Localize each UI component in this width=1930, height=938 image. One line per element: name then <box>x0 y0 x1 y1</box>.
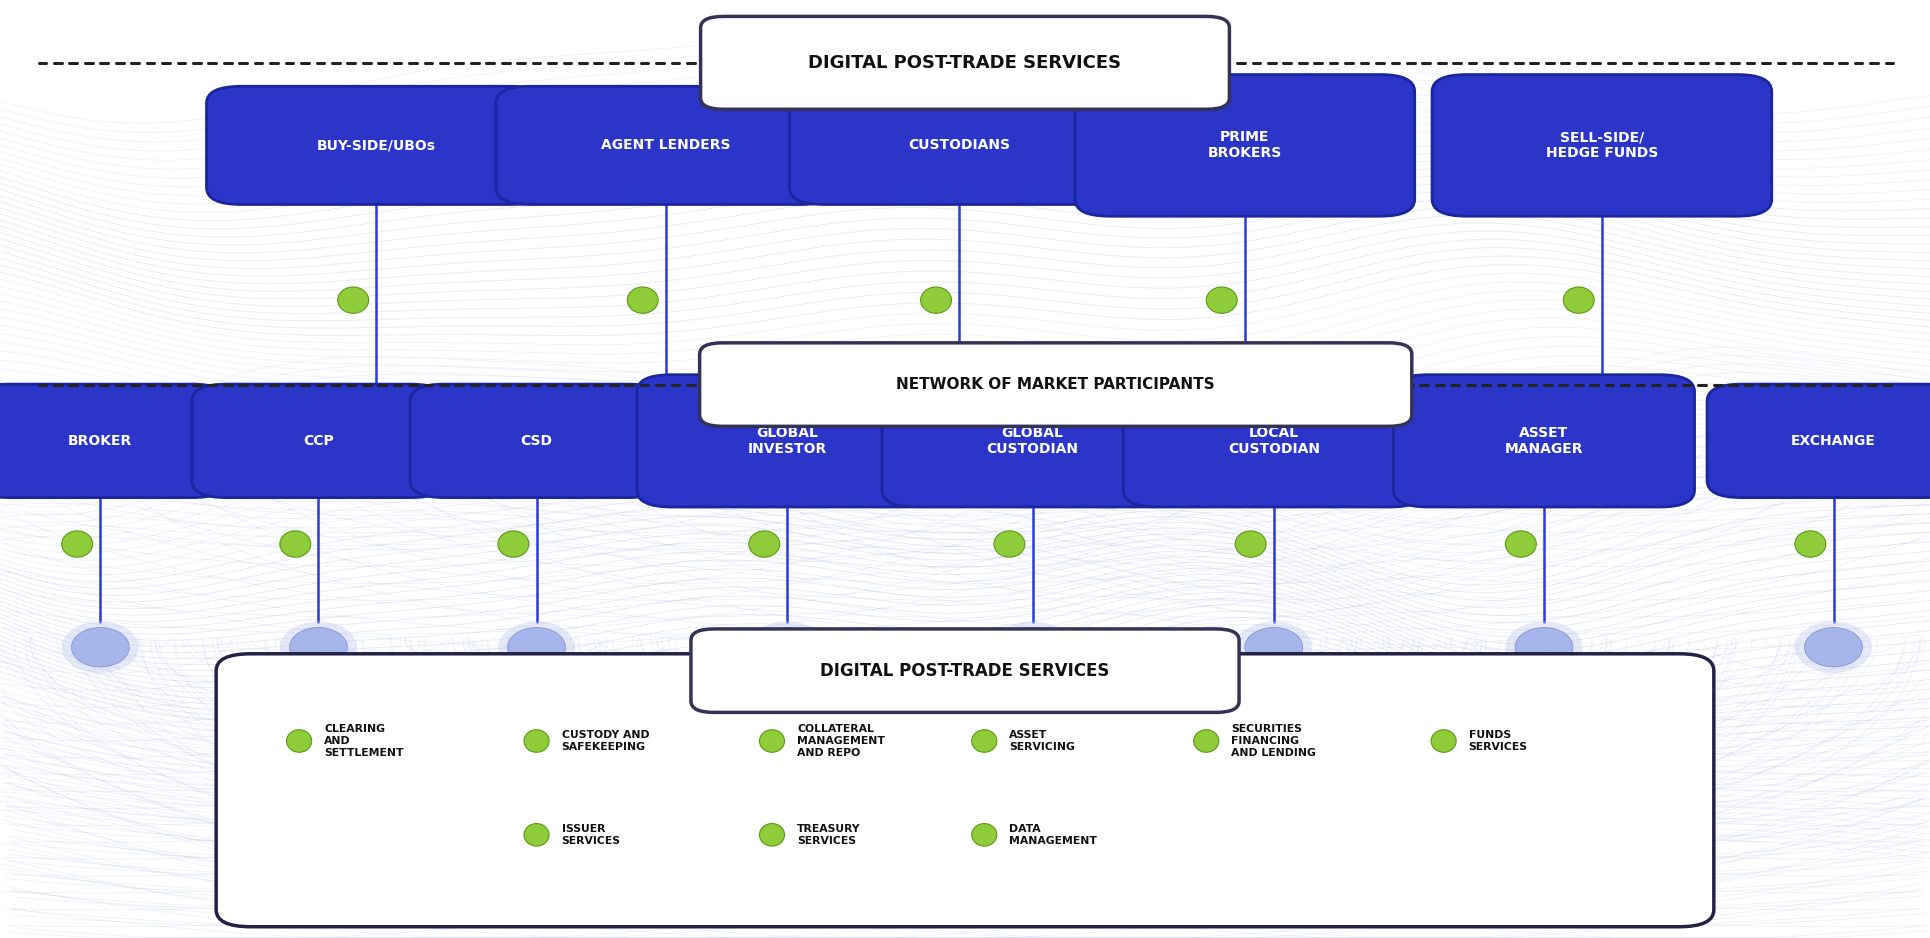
FancyBboxPatch shape <box>191 385 444 497</box>
Ellipse shape <box>62 531 93 557</box>
Text: SELL-SIDE/
HEDGE FUNDS: SELL-SIDE/ HEDGE FUNDS <box>1546 130 1658 160</box>
Ellipse shape <box>286 730 311 752</box>
Ellipse shape <box>62 622 139 673</box>
Ellipse shape <box>498 622 575 673</box>
Ellipse shape <box>1515 628 1573 667</box>
Text: AGENT LENDERS: AGENT LENDERS <box>600 139 731 152</box>
Text: DIGITAL POST-TRADE SERVICES: DIGITAL POST-TRADE SERVICES <box>820 661 1110 680</box>
Text: CUSTODY AND
SAFEKEEPING: CUSTODY AND SAFEKEEPING <box>562 730 648 752</box>
FancyBboxPatch shape <box>207 86 546 204</box>
Ellipse shape <box>1206 287 1237 313</box>
Text: ISSUER
SERVICES: ISSUER SERVICES <box>562 824 621 846</box>
Ellipse shape <box>1563 392 1640 444</box>
Ellipse shape <box>1193 730 1220 752</box>
Ellipse shape <box>347 398 405 437</box>
FancyBboxPatch shape <box>637 374 938 507</box>
Ellipse shape <box>1505 531 1536 557</box>
Ellipse shape <box>1795 622 1872 673</box>
Ellipse shape <box>1805 628 1862 667</box>
Ellipse shape <box>627 392 704 444</box>
FancyBboxPatch shape <box>411 385 664 497</box>
FancyBboxPatch shape <box>1123 374 1424 507</box>
FancyBboxPatch shape <box>1393 374 1695 507</box>
Ellipse shape <box>280 622 357 673</box>
FancyBboxPatch shape <box>0 385 228 497</box>
Ellipse shape <box>973 824 998 846</box>
FancyBboxPatch shape <box>1706 385 1930 497</box>
FancyBboxPatch shape <box>691 629 1239 713</box>
Ellipse shape <box>1206 392 1283 444</box>
Ellipse shape <box>994 531 1025 557</box>
Ellipse shape <box>1216 398 1274 437</box>
Ellipse shape <box>1573 398 1631 437</box>
Ellipse shape <box>71 628 129 667</box>
FancyBboxPatch shape <box>701 17 1229 110</box>
Ellipse shape <box>525 730 550 752</box>
FancyBboxPatch shape <box>216 654 1714 927</box>
Text: COLLATERAL
MANAGEMENT
AND REPO: COLLATERAL MANAGEMENT AND REPO <box>797 724 886 758</box>
Text: GLOBAL
CUSTODIAN: GLOBAL CUSTODIAN <box>986 426 1079 456</box>
Ellipse shape <box>508 628 565 667</box>
Text: CSD: CSD <box>521 434 552 447</box>
Ellipse shape <box>1235 622 1312 673</box>
Ellipse shape <box>1563 287 1594 313</box>
Ellipse shape <box>749 622 826 673</box>
Text: DATA
MANAGEMENT: DATA MANAGEMENT <box>1009 824 1098 846</box>
Ellipse shape <box>921 287 951 313</box>
Ellipse shape <box>921 392 998 444</box>
Text: BROKER: BROKER <box>68 434 133 447</box>
Ellipse shape <box>760 824 784 846</box>
FancyBboxPatch shape <box>1432 75 1772 217</box>
Ellipse shape <box>627 287 658 313</box>
Ellipse shape <box>498 531 529 557</box>
Ellipse shape <box>1795 531 1826 557</box>
Ellipse shape <box>1505 622 1583 673</box>
Text: SECURITIES
FINANCING
AND LENDING: SECURITIES FINANCING AND LENDING <box>1231 724 1316 758</box>
Text: BUY-SIDE/UBOs: BUY-SIDE/UBOs <box>317 139 436 152</box>
Ellipse shape <box>525 824 550 846</box>
Ellipse shape <box>973 730 998 752</box>
Ellipse shape <box>758 628 816 667</box>
Text: LOCAL
CUSTODIAN: LOCAL CUSTODIAN <box>1227 426 1320 456</box>
FancyBboxPatch shape <box>1075 75 1415 217</box>
Ellipse shape <box>1245 628 1303 667</box>
Ellipse shape <box>749 531 780 557</box>
Ellipse shape <box>280 531 311 557</box>
Text: ASSET
SERVICING: ASSET SERVICING <box>1009 730 1075 752</box>
Ellipse shape <box>994 622 1071 673</box>
Text: NETWORK OF MARKET PARTICIPANTS: NETWORK OF MARKET PARTICIPANTS <box>896 377 1216 392</box>
Text: DIGITAL POST-TRADE SERVICES: DIGITAL POST-TRADE SERVICES <box>809 53 1121 72</box>
Ellipse shape <box>930 398 988 437</box>
Ellipse shape <box>338 392 415 444</box>
FancyBboxPatch shape <box>789 86 1129 204</box>
Text: ASSET
MANAGER: ASSET MANAGER <box>1505 426 1583 456</box>
Ellipse shape <box>338 287 369 313</box>
Text: CLEARING
AND
SETTLEMENT: CLEARING AND SETTLEMENT <box>324 724 403 758</box>
Ellipse shape <box>760 730 784 752</box>
FancyBboxPatch shape <box>701 343 1413 427</box>
FancyBboxPatch shape <box>496 86 836 204</box>
FancyBboxPatch shape <box>882 374 1183 507</box>
Text: PRIME
BROKERS: PRIME BROKERS <box>1208 130 1282 160</box>
Text: CUSTODIANS: CUSTODIANS <box>909 139 1009 152</box>
Text: FUNDS
SERVICES: FUNDS SERVICES <box>1469 730 1529 752</box>
Text: CCP: CCP <box>303 434 334 447</box>
Text: EXCHANGE: EXCHANGE <box>1791 434 1876 447</box>
Ellipse shape <box>290 628 347 667</box>
Text: GLOBAL
INVESTOR: GLOBAL INVESTOR <box>747 426 828 456</box>
Ellipse shape <box>1430 730 1457 752</box>
Ellipse shape <box>1235 531 1266 557</box>
Ellipse shape <box>637 398 695 437</box>
Text: TREASURY
SERVICES: TREASURY SERVICES <box>797 824 861 846</box>
Ellipse shape <box>1004 628 1062 667</box>
